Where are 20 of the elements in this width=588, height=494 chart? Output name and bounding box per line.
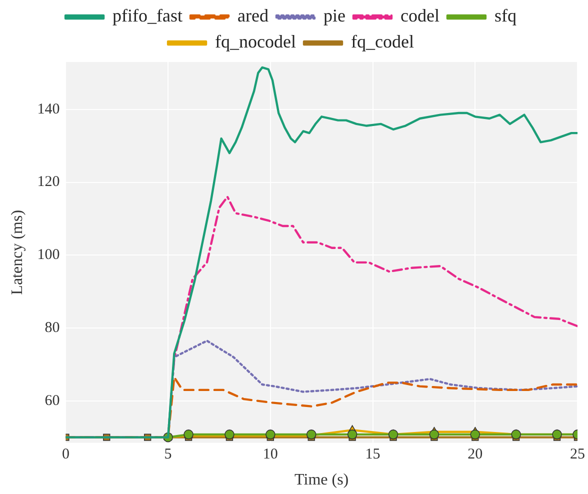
y-tick-label: 100: [37, 247, 60, 264]
y-tick-label: 140: [37, 101, 60, 118]
y-tick-label: 60: [44, 392, 60, 409]
x-tick-label: 10: [262, 446, 278, 463]
x-tick-label: 15: [365, 446, 380, 463]
legend-label: codel: [400, 6, 440, 26]
x-axis-title: Time (s): [294, 472, 349, 489]
x-tick-label: 20: [468, 446, 483, 463]
legend-label: sfq: [494, 6, 516, 26]
legend-label: ared: [238, 6, 269, 26]
legend-label: pie: [323, 6, 346, 26]
y-axis-title: Latency (ms): [8, 210, 26, 295]
legend-label: pfifo_fast: [112, 6, 183, 26]
legend-label: fq_nocodel: [215, 32, 296, 52]
x-tick-label: 5: [164, 446, 172, 463]
legend-label: fq_codel: [351, 32, 414, 52]
x-tick-label: 25: [570, 446, 585, 463]
y-tick-label: 80: [44, 320, 60, 336]
y-tick-label: 120: [37, 174, 60, 190]
x-tick-label: 0: [62, 446, 70, 463]
